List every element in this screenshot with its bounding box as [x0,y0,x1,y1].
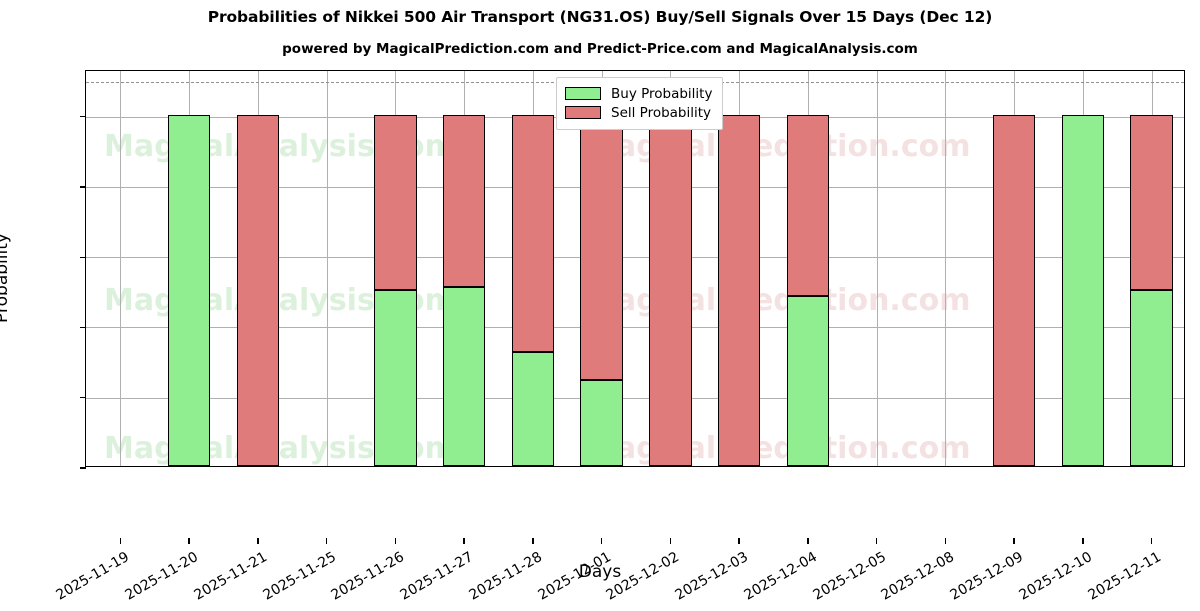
gridline-vertical [120,71,121,466]
gridline-horizontal [86,186,1184,188]
bar-segment-sell[interactable] [511,114,555,352]
bar-segment-sell[interactable] [717,114,761,466]
bar-group[interactable] [511,114,555,466]
legend-swatch-sell [565,106,601,119]
x-tick-mark [1082,538,1084,544]
x-tick-mark [807,538,809,544]
legend-label-sell: Sell Probability [611,104,712,121]
bar-segment-sell[interactable] [992,114,1036,466]
bar-group[interactable] [236,114,280,466]
x-axis-label: Days [578,562,622,582]
legend-item-sell: Sell Probability [565,103,712,122]
legend-label-buy: Buy Probability [611,85,713,102]
y-tick-mark [80,397,86,399]
bar-group[interactable] [167,114,211,466]
legend-item-buy: Buy Probability [565,84,712,103]
gridline-vertical [327,71,328,466]
bar-group[interactable] [717,114,761,466]
bar-segment-buy[interactable] [374,290,417,466]
bar-group[interactable] [1061,114,1105,466]
bar-segment-buy[interactable] [442,286,486,466]
gridline-horizontal [86,327,1184,329]
bar-segment-sell[interactable] [786,114,830,296]
y-tick-mark [80,115,86,118]
bar-segment-buy[interactable] [511,351,555,466]
bar-group[interactable] [374,114,417,466]
x-tick-mark [738,538,740,544]
gridline-horizontal [86,397,1184,399]
x-tick-mark [1013,538,1015,544]
x-tick-mark [669,538,672,544]
bar-group[interactable] [992,114,1036,466]
gridline-horizontal [86,257,1184,259]
x-tick-mark [944,538,947,544]
bar-group[interactable] [580,114,623,466]
bar-segment-buy[interactable] [167,114,211,466]
chart-title: Probabilities of Nikkei 500 Air Transpor… [207,8,993,26]
watermark-text: MagicalPrediction.com [586,283,971,318]
bar-segment-buy[interactable] [786,295,830,466]
y-tick-mark [80,256,86,258]
x-tick-mark [1150,538,1153,544]
bar-group[interactable] [786,114,830,466]
y-axis-label: Probability [0,233,12,323]
x-tick-mark [119,538,122,544]
watermark-text: MagicalPrediction.com [586,129,971,164]
bar-group[interactable] [1130,114,1173,466]
x-tick-mark [325,538,328,544]
bar-group[interactable] [442,114,486,466]
legend-swatch-buy [565,87,601,100]
bar-segment-sell[interactable] [236,114,280,466]
bar-segment-buy[interactable] [580,379,623,466]
y-tick-mark [80,186,86,188]
x-tick-mark [532,538,534,544]
x-tick-mark [394,538,397,544]
x-tick-mark [188,538,190,544]
x-tick-mark [463,538,465,544]
gridline-vertical [945,71,946,466]
bar-segment-sell[interactable] [1130,114,1173,291]
bar-segment-sell[interactable] [374,114,417,291]
x-tick-mark [257,538,259,544]
x-tick-mark [875,538,878,544]
x-tick-mark [600,538,603,544]
bar-segment-sell[interactable] [649,114,692,466]
bar-segment-buy[interactable] [1061,114,1105,466]
chart-legend: Buy Probability Sell Probability [556,77,724,130]
chart-subtitle: powered by MagicalPrediction.com and Pre… [282,41,918,57]
y-tick-mark [80,326,86,329]
bar-segment-sell[interactable] [580,114,623,380]
bar-group[interactable] [649,114,692,466]
y-tick-mark [80,467,86,469]
bar-segment-sell[interactable] [442,114,486,287]
watermark-text: MagicalPrediction.com [586,431,971,466]
bar-segment-buy[interactable] [1130,290,1173,466]
gridline-vertical [877,71,878,466]
